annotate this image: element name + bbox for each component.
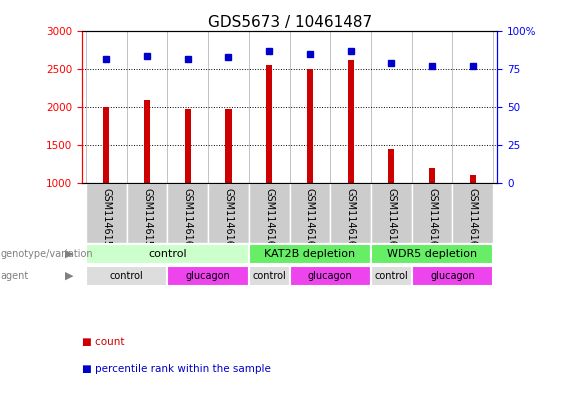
Text: control: control: [253, 271, 286, 281]
Text: ■ percentile rank within the sample: ■ percentile rank within the sample: [82, 364, 271, 375]
Text: glucagon: glucagon: [308, 271, 353, 281]
Bar: [86, 266, 167, 286]
Bar: [371, 266, 412, 286]
Bar: [289, 183, 331, 243]
Bar: [208, 183, 249, 243]
Bar: [429, 167, 435, 183]
Text: GSM1146158: GSM1146158: [101, 187, 111, 253]
Bar: [86, 183, 127, 243]
Bar: [331, 183, 371, 243]
Bar: [249, 244, 371, 264]
Bar: [347, 60, 354, 183]
Text: ▶: ▶: [65, 249, 73, 259]
Bar: [371, 183, 412, 243]
Bar: [185, 108, 191, 183]
Bar: [249, 266, 289, 286]
Text: genotype/variation: genotype/variation: [1, 249, 93, 259]
Text: GSM1146163: GSM1146163: [427, 187, 437, 253]
Bar: [470, 175, 476, 183]
Bar: [144, 99, 150, 183]
Bar: [412, 183, 453, 243]
Text: GSM1146160: GSM1146160: [183, 187, 193, 253]
Text: GSM1146162: GSM1146162: [386, 187, 396, 253]
Bar: [289, 266, 371, 286]
Text: GSM1146166: GSM1146166: [305, 187, 315, 253]
Bar: [86, 244, 249, 264]
Text: GSM1146164: GSM1146164: [468, 187, 478, 253]
Text: glucagon: glucagon: [430, 271, 475, 281]
Bar: [412, 266, 493, 286]
Text: GSM1146167: GSM1146167: [346, 187, 355, 253]
Text: glucagon: glucagon: [186, 271, 231, 281]
Text: agent: agent: [1, 271, 29, 281]
Bar: [225, 109, 232, 183]
Bar: [127, 183, 167, 243]
Text: GSM1146161: GSM1146161: [224, 187, 233, 253]
Bar: [266, 66, 272, 183]
Text: WDR5 depletion: WDR5 depletion: [387, 249, 477, 259]
Bar: [103, 107, 110, 183]
Bar: [249, 183, 289, 243]
Text: ■ count: ■ count: [82, 337, 124, 347]
Bar: [371, 244, 493, 264]
Text: control: control: [148, 249, 187, 259]
Bar: [388, 149, 394, 183]
Bar: [307, 69, 313, 183]
Text: control: control: [110, 271, 144, 281]
Bar: [167, 183, 208, 243]
Text: ▶: ▶: [65, 271, 73, 281]
Text: KAT2B depletion: KAT2B depletion: [264, 249, 355, 259]
Text: GSM1146159: GSM1146159: [142, 187, 152, 253]
Text: GSM1146165: GSM1146165: [264, 187, 274, 253]
Bar: [453, 183, 493, 243]
Bar: [167, 266, 249, 286]
Title: GDS5673 / 10461487: GDS5673 / 10461487: [207, 15, 372, 30]
Text: control: control: [375, 271, 408, 281]
